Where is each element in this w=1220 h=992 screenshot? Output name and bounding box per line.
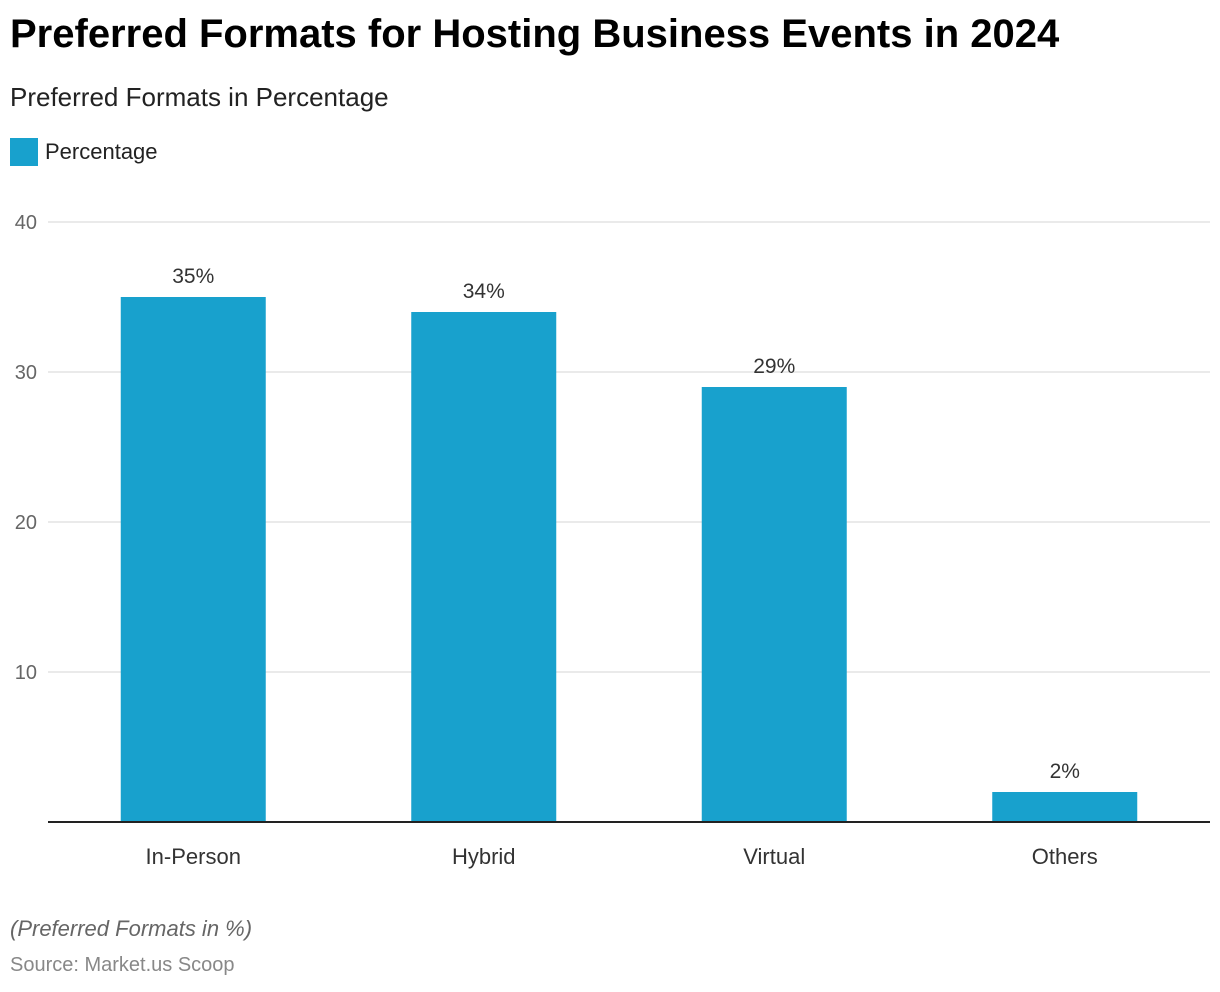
footer-note: (Preferred Formats in %) [10, 916, 253, 941]
bar [701, 387, 847, 822]
chart-subtitle: Preferred Formats in Percentage [10, 82, 389, 112]
y-tick-label: 40 [15, 212, 37, 234]
x-tick-label: Hybrid [452, 844, 516, 869]
data-label: 2% [1050, 760, 1080, 783]
source-text: Source: Market.us Scoop [10, 954, 235, 976]
x-tick-label: Others [1032, 844, 1098, 869]
y-tick-label: 10 [15, 662, 37, 684]
legend-swatch [10, 138, 38, 166]
bar [411, 312, 557, 822]
chart-title: Preferred Formats for Hosting Business E… [10, 12, 1060, 56]
legend-label: Percentage [45, 139, 158, 164]
x-tick-label: In-Person [146, 844, 241, 869]
data-label: 29% [753, 355, 795, 378]
bar [120, 297, 266, 822]
legend: Percentage [10, 138, 158, 166]
y-tick-label: 30 [15, 362, 37, 384]
bar [992, 792, 1138, 822]
data-label: 34% [463, 280, 505, 303]
data-label: 35% [172, 265, 214, 288]
y-tick-label: 20 [15, 512, 37, 534]
x-tick-label: Virtual [743, 844, 805, 869]
